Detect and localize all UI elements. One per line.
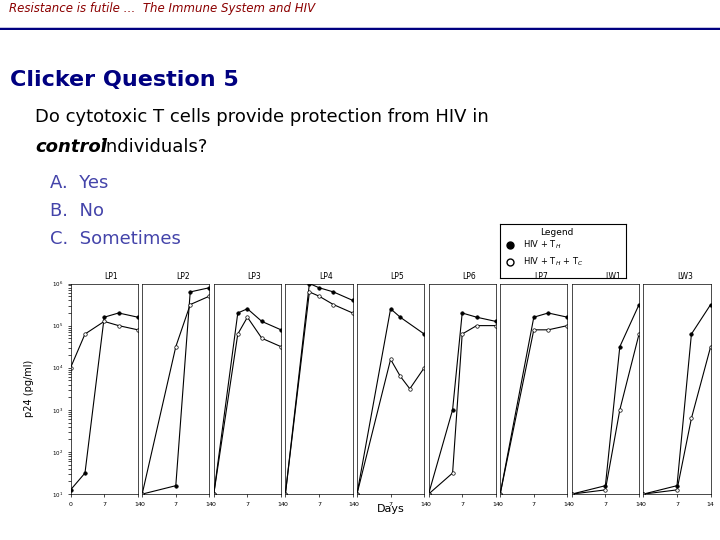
Text: C.  Sometimes: C. Sometimes bbox=[50, 230, 181, 248]
Text: p24 (pg/ml): p24 (pg/ml) bbox=[24, 360, 34, 417]
Text: LW3: LW3 bbox=[677, 272, 693, 281]
Text: A.  Yes: A. Yes bbox=[50, 174, 109, 192]
Text: LW1: LW1 bbox=[606, 272, 621, 281]
Text: HIV + T$_H$: HIV + T$_H$ bbox=[523, 238, 562, 251]
Text: LP4: LP4 bbox=[319, 272, 333, 281]
Text: Do cytotoxic T cells provide protection from HIV in: Do cytotoxic T cells provide protection … bbox=[35, 108, 489, 126]
Text: Clicker Question 5: Clicker Question 5 bbox=[10, 70, 239, 90]
Text: LP7: LP7 bbox=[534, 272, 547, 281]
Text: Days: Days bbox=[377, 504, 405, 514]
Text: LP5: LP5 bbox=[391, 272, 405, 281]
Text: HIV + T$_H$ + T$_C$: HIV + T$_H$ + T$_C$ bbox=[523, 255, 583, 268]
Text: LP6: LP6 bbox=[462, 272, 476, 281]
Text: control: control bbox=[35, 138, 107, 156]
Text: Resistance is futile …  The Immune System and HIV: Resistance is futile … The Immune System… bbox=[9, 2, 315, 16]
Text: LP2: LP2 bbox=[176, 272, 189, 281]
Text: Legend: Legend bbox=[541, 228, 574, 238]
Text: LP1: LP1 bbox=[104, 272, 118, 281]
Text: B.  No: B. No bbox=[50, 202, 104, 220]
Text: LP3: LP3 bbox=[248, 272, 261, 281]
Text: individuals?: individuals? bbox=[95, 138, 207, 156]
